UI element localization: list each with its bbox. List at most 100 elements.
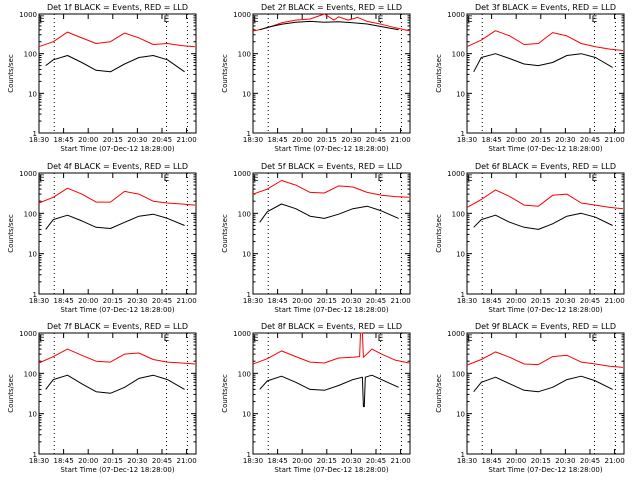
- plot-frame: [38, 172, 197, 295]
- y-tick-label: 100: [238, 210, 251, 218]
- y-tick-label: 100: [238, 370, 251, 378]
- x-tick-label: 20:45: [152, 457, 172, 465]
- x-tick-label: 18:45: [268, 297, 288, 305]
- x-tick-label: 20:30: [555, 457, 575, 465]
- y-tick-label: 10: [242, 251, 251, 259]
- y-axis-label: Counts/sec: [221, 374, 229, 413]
- y-tick-label: 10: [28, 411, 37, 419]
- lld-series-line: [252, 332, 410, 365]
- x-tick-label: 20:15: [531, 297, 551, 305]
- plot-frame: [466, 172, 625, 295]
- panel-det-5: Det 5f BLACK = Events, RED = LLD Counts/s…: [221, 162, 411, 314]
- x-tick-label: 21:00: [604, 457, 624, 465]
- y-tick-label: 100: [24, 370, 37, 378]
- lld-series-line: [252, 13, 410, 32]
- x-axis-label: Start Time (07-Dec-12 18:28:00): [488, 145, 602, 153]
- y-tick-label: 1000: [447, 11, 465, 19]
- y-tick-label: 10: [242, 411, 251, 419]
- y-tick-label: 1: [461, 451, 465, 459]
- panel-title: Det 5f BLACK = Events, RED = LLD: [261, 162, 402, 171]
- x-tick-label: 20:45: [152, 297, 172, 305]
- e-marker: E: [467, 15, 473, 25]
- e-marker: E: [592, 15, 598, 25]
- panel-det-9: Det 9f BLACK = Events, RED = LLD Counts/s…: [435, 322, 625, 474]
- x-tick-label: 20:15: [531, 136, 551, 144]
- x-tick-label: 20:15: [103, 457, 123, 465]
- x-tick-label: 18:30: [29, 457, 49, 465]
- plot-frame: [38, 332, 197, 455]
- x-tick-label: 20:00: [78, 136, 98, 144]
- e-marker: E: [253, 334, 259, 344]
- y-tick-label: 100: [24, 51, 37, 59]
- x-tick-label: 18:30: [457, 136, 477, 144]
- plot-frame: [466, 13, 625, 134]
- y-tick-label: 10: [242, 90, 251, 98]
- x-tick-label: 18:45: [54, 457, 74, 465]
- x-tick-label: 20:30: [341, 136, 361, 144]
- x-tick-label: 20:00: [292, 136, 312, 144]
- x-tick-label: 21:00: [176, 136, 196, 144]
- lld-series-line: [38, 348, 196, 365]
- e-marker: E: [253, 174, 259, 184]
- y-tick-label: 10: [28, 251, 37, 259]
- x-axis-label: Start Time (07-Dec-12 18:28:00): [274, 466, 388, 474]
- events-series-line: [473, 53, 613, 73]
- x-tick-label: 20:45: [580, 136, 600, 144]
- x-tick-label: 21:00: [390, 136, 410, 144]
- y-tick-label: 1: [247, 291, 251, 299]
- y-tick-label: 1: [247, 451, 251, 459]
- panel-title: Det 8f BLACK = Events, RED = LLD: [261, 322, 402, 331]
- x-tick-label: 21:00: [176, 297, 196, 305]
- x-tick-label: 20:30: [341, 457, 361, 465]
- e-marker: E: [253, 15, 259, 25]
- x-tick-label: 20:15: [317, 136, 337, 144]
- x-tick-label: 18:30: [29, 297, 49, 305]
- x-tick-label: 20:00: [506, 457, 526, 465]
- x-tick-label: 20:30: [341, 297, 361, 305]
- events-series-line: [259, 203, 399, 223]
- e-marker: E: [378, 174, 384, 184]
- x-axis-label: Start Time (07-Dec-12 18:28:00): [488, 466, 602, 474]
- panel-det-7: Det 7f BLACK = Events, RED = LLD Counts/s…: [7, 322, 197, 474]
- x-tick-label: 20:00: [292, 457, 312, 465]
- x-tick-label: 18:30: [243, 297, 263, 305]
- x-tick-label: 21:00: [604, 297, 624, 305]
- y-tick-label: 1000: [233, 11, 251, 19]
- x-tick-label: 21:00: [176, 457, 196, 465]
- y-axis-label: Counts/sec: [435, 54, 443, 93]
- x-axis-label: Start Time (07-Dec-12 18:28:00): [60, 466, 174, 474]
- y-tick-label: 100: [452, 210, 465, 218]
- y-axis-label: Counts/sec: [221, 214, 229, 253]
- x-tick-label: 20:15: [317, 457, 337, 465]
- y-tick-label: 10: [456, 411, 465, 419]
- x-tick-label: 20:15: [531, 457, 551, 465]
- x-tick-label: 21:00: [390, 297, 410, 305]
- y-tick-label: 1000: [19, 170, 37, 178]
- e-marker: E: [592, 174, 598, 184]
- x-tick-label: 20:30: [127, 457, 147, 465]
- e-marker: E: [378, 15, 384, 25]
- e-marker: E: [467, 334, 473, 344]
- y-tick-label: 100: [452, 51, 465, 59]
- lld-series-line: [38, 31, 196, 48]
- y-axis-label: Counts/sec: [435, 374, 443, 413]
- events-series-line: [473, 375, 613, 393]
- y-tick-label: 1000: [447, 170, 465, 178]
- events-series-line: [473, 212, 613, 230]
- x-tick-label: 20:30: [555, 297, 575, 305]
- x-tick-label: 21:00: [390, 457, 410, 465]
- x-tick-label: 20:45: [580, 457, 600, 465]
- events-series-line: [259, 374, 399, 408]
- x-tick-label: 20:30: [555, 136, 575, 144]
- x-tick-label: 18:30: [457, 457, 477, 465]
- x-tick-label: 20:15: [317, 297, 337, 305]
- panel-title: Det 1f BLACK = Events, RED = LLD: [47, 3, 188, 12]
- x-tick-label: 20:45: [366, 297, 386, 305]
- panel-det-2: Det 2f BLACK = Events, RED = LLD Counts/s…: [221, 3, 411, 153]
- panel-title: Det 6f BLACK = Events, RED = LLD: [475, 162, 616, 171]
- panel-det-3: Det 3f BLACK = Events, RED = LLD Counts/s…: [435, 3, 625, 153]
- y-tick-label: 10: [456, 251, 465, 259]
- e-marker: E: [164, 15, 170, 25]
- e-marker: E: [39, 174, 45, 184]
